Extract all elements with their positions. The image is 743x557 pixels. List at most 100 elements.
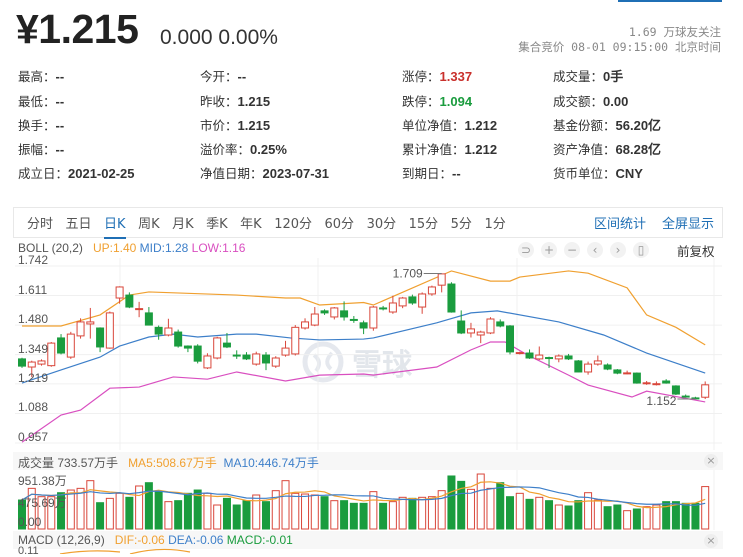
volume-bar <box>535 496 544 530</box>
candle-up <box>652 383 661 386</box>
candle-down <box>125 294 134 308</box>
info-value: 2023-07-31 <box>262 166 330 181</box>
candle-down <box>574 360 583 373</box>
range-stats-link[interactable]: 区间统计 <box>593 217 646 232</box>
zoom-out-icon[interactable]: − <box>564 242 580 258</box>
candle-up <box>213 337 222 359</box>
volume-bar <box>301 493 310 530</box>
candle-style-icon[interactable]: ▯ <box>633 242 649 258</box>
candle-up <box>301 321 310 329</box>
tab-12[interactable]: 1分 <box>484 217 506 232</box>
tab-5[interactable]: 季K <box>206 217 228 232</box>
info-value: -- <box>55 118 65 133</box>
close-macd-icon[interactable]: × <box>704 534 718 548</box>
tab-0[interactable]: 分时 <box>27 217 54 232</box>
candle-up <box>271 357 280 367</box>
candle-up <box>310 313 319 326</box>
watermark-logo: 雪球 <box>302 340 412 384</box>
candle-down <box>613 369 622 374</box>
candle-down <box>57 337 66 354</box>
volume-bar <box>525 498 534 530</box>
info-label: 换手： <box>18 118 56 133</box>
info-item: 跌停：1.094 <box>402 91 472 110</box>
tab-1[interactable]: 五日 <box>65 217 92 232</box>
tab-8[interactable]: 60分 <box>324 217 355 232</box>
candle-up <box>535 354 544 360</box>
volume-bar <box>398 496 407 530</box>
info-value: -- <box>55 69 65 84</box>
volume-bar <box>125 496 134 530</box>
volume-bar <box>96 502 105 530</box>
candle-up <box>203 355 212 369</box>
candle-up <box>427 286 436 295</box>
volume-bar <box>574 500 583 530</box>
volume-bar <box>262 501 270 530</box>
info-label: 货币单位： <box>553 166 616 181</box>
candle-up <box>584 363 593 373</box>
price-tick: 1.088 <box>18 400 49 415</box>
price-tick: 0.957 <box>18 430 49 444</box>
candle-down <box>408 296 417 304</box>
info-value: CNY <box>615 166 643 181</box>
candle-down <box>603 364 612 370</box>
boll-low: LOW:1.16 <box>191 241 246 255</box>
macd-dea: DEA:-0.06 <box>168 533 224 547</box>
info-label: 跌停： <box>402 94 440 109</box>
top-accent-bar <box>618 0 722 2</box>
candle-down <box>96 327 105 348</box>
tab-10[interactable]: 15分 <box>408 217 439 232</box>
volume-bar <box>213 504 222 530</box>
fullscreen-link[interactable]: 全屏显示 <box>661 217 714 232</box>
tab-2[interactable]: 日K <box>104 213 126 239</box>
candle-up <box>164 327 173 336</box>
volume-bar <box>310 494 319 530</box>
info-value: 1.212 <box>464 142 498 157</box>
adjust-mode-button[interactable]: 前复权 <box>677 244 715 259</box>
price-change: 0.000 0.00% <box>160 26 278 49</box>
candle-down <box>496 321 505 327</box>
tab-9[interactable]: 30分 <box>366 217 397 232</box>
candle-down <box>174 331 183 347</box>
info-item: 振幅：-- <box>18 139 64 158</box>
candle-down <box>154 326 163 335</box>
info-label: 单位净值： <box>402 118 465 133</box>
info-value: -- <box>452 166 461 181</box>
volume-bar <box>584 492 593 530</box>
info-value: 2021-02-25 <box>68 166 135 181</box>
info-label: 振幅： <box>18 142 56 157</box>
left-icon[interactable]: ‹ <box>587 242 603 258</box>
current-price: ¥1.215 <box>16 6 139 52</box>
volume-bar <box>447 475 456 530</box>
zoom-in-icon[interactable]: + <box>541 242 557 258</box>
candle-up <box>466 328 475 334</box>
tab-7[interactable]: 120分 <box>274 217 313 232</box>
info-label: 净值日期： <box>200 166 263 181</box>
volume-bar <box>486 487 495 530</box>
price-tick: 1.349 <box>18 341 49 356</box>
tab-11[interactable]: 5分 <box>450 217 472 232</box>
info-item: 市价：1.215 <box>200 115 270 134</box>
tab-3[interactable]: 周K <box>138 217 160 232</box>
volume-bar <box>408 497 417 530</box>
candle-up <box>27 361 36 368</box>
tab-4[interactable]: 月K <box>172 217 194 232</box>
volume-bar <box>418 496 427 530</box>
candle-down <box>340 310 349 318</box>
volume-bar <box>349 502 358 530</box>
right-icon[interactable]: › <box>610 242 626 258</box>
volume-bar <box>681 502 690 530</box>
volume-bar <box>203 492 212 530</box>
close-volume-icon[interactable]: × <box>704 454 718 468</box>
followers-count[interactable]: 1.69 万球友关注 <box>628 25 721 39</box>
info-label: 涨停： <box>402 69 440 84</box>
candle-up <box>115 286 124 299</box>
tab-6[interactable]: 年K <box>240 217 262 232</box>
candle-down <box>144 312 153 326</box>
candle-down <box>691 397 700 400</box>
candle-up <box>437 273 446 286</box>
volume-bar <box>174 500 183 530</box>
volume-bar <box>388 501 397 530</box>
info-item: 昨收：1.215 <box>200 91 270 110</box>
undo-icon[interactable]: ⊃ <box>518 242 534 258</box>
info-label: 市价： <box>200 118 238 133</box>
